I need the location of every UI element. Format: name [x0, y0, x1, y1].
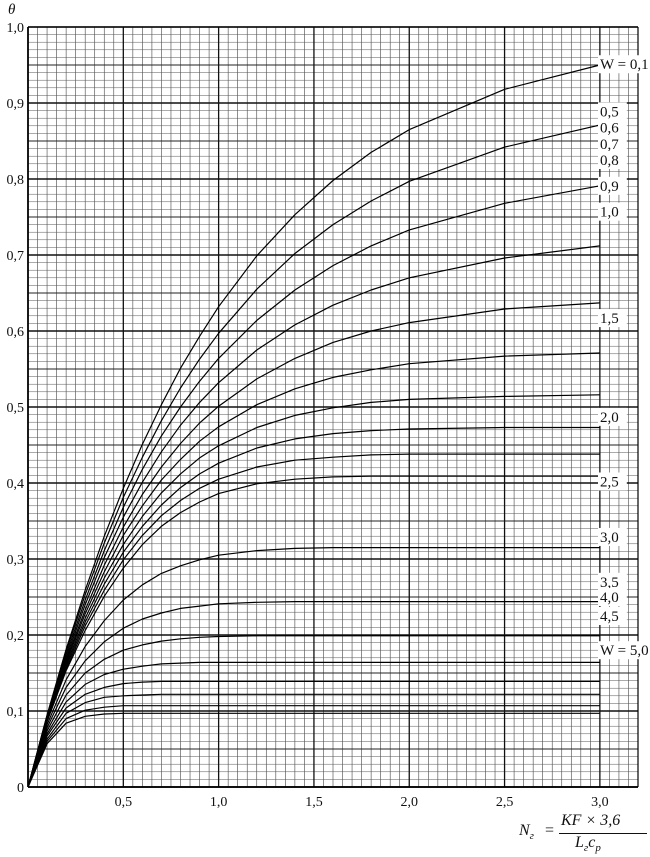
curve-label: 4,5 — [600, 609, 619, 625]
curve-8 — [27, 426, 600, 788]
x-tick-labels: 0,5 1,0 1,5 2,0 2,5 3,0 — [115, 795, 609, 810]
curve-label: 2,5 — [600, 474, 619, 490]
curve-label-bg — [598, 588, 627, 606]
curve-label-bg — [598, 135, 627, 154]
curve-4 — [27, 245, 600, 788]
curve-7 — [27, 394, 600, 788]
curve-label-bg — [598, 641, 650, 660]
x-axis-label-equals: = — [545, 822, 555, 839]
x-tick-label: 3,0 — [591, 795, 609, 810]
curve-label-bg — [598, 202, 627, 221]
curve-label: 0,6 — [600, 120, 619, 136]
y-tick-label: 0,5 — [7, 401, 25, 416]
y-tick-label: 0,8 — [7, 173, 25, 188]
curve-14 — [27, 661, 600, 788]
curve-label-bg — [598, 472, 627, 491]
curve-label-bg — [598, 309, 627, 328]
curve-label: 0,8 — [600, 153, 619, 169]
y-tick-label: 0,4 — [7, 477, 25, 492]
curve-label: 1,5 — [600, 311, 619, 327]
y-tick-label: 0,2 — [7, 629, 25, 644]
x-tick-label: 1,5 — [305, 795, 323, 810]
curve-label-bg — [598, 151, 627, 169]
curve-label-bg — [598, 55, 650, 74]
curve-label-bg — [598, 176, 627, 195]
curve-label-bg — [598, 572, 627, 591]
fraction-bar — [559, 833, 647, 834]
curve-label: 0,5 — [600, 104, 619, 120]
curve-label: 0,9 — [600, 179, 619, 195]
y-tick-label: 0 — [17, 781, 24, 796]
curve-3 — [27, 185, 601, 788]
x-tick-label: 2,0 — [401, 795, 419, 810]
axes — [27, 26, 639, 788]
curve-label-bg — [598, 118, 627, 137]
curve-label: 2,0 — [600, 410, 619, 426]
y-axis-label: θ — [8, 2, 16, 18]
curve-15 — [27, 680, 600, 788]
curve-17 — [27, 705, 600, 788]
curve-label-bg — [598, 407, 627, 426]
curve-6 — [27, 352, 600, 788]
x-tick-label: 0,5 — [115, 795, 133, 810]
y-tick-label: 0,9 — [7, 97, 25, 112]
x-axis-label: Nг = KF × 3,6 Lгcp — [515, 812, 650, 857]
y-tick-label: 0,6 — [7, 325, 25, 340]
curve-13 — [27, 635, 600, 788]
x-axis-label-numerator: KF × 3,6 — [561, 812, 621, 829]
curve-label-bg — [598, 102, 627, 121]
curve-label: W = 5,0 — [600, 643, 649, 659]
curve-label: 4,0 — [600, 590, 619, 606]
y-tick-label: 0,1 — [7, 705, 25, 720]
curve-9 — [27, 453, 600, 788]
curve-label: 1,0 — [600, 205, 619, 221]
y-tick-label: 1,0 — [7, 21, 25, 36]
curve-labels: W = 0,1 0,50,60,70,8 0,9 1,0 1,5 2,0 2,5 3,0 3,5… — [598, 55, 650, 660]
curve-11 — [27, 546, 600, 788]
y-tick-labels: 0 0,1 0,2 0,3 0,4 0,5 0,6 0,7 0,8 0,9 1,0 — [7, 21, 25, 796]
curves — [27, 64, 601, 788]
x-tick-label: 1,0 — [210, 795, 228, 810]
y-tick-label: 0,3 — [7, 553, 25, 568]
curve-label: W = 0,1 — [600, 57, 649, 73]
curve-16 — [27, 693, 600, 788]
curve-5 — [27, 302, 600, 788]
curve-label: 3,0 — [600, 530, 619, 546]
curve-10 — [27, 475, 600, 788]
curve-18 — [27, 712, 600, 788]
curve-label-bg — [598, 607, 627, 625]
curve-label: 0,7 — [600, 137, 619, 153]
x-axis-label-lhs: Nг — [519, 822, 534, 843]
y-tick-label: 0,7 — [7, 249, 25, 264]
curve-label-bg — [598, 527, 627, 546]
curve-12 — [27, 600, 600, 788]
x-axis-label-denominator: Lгcp — [575, 834, 601, 855]
curve-label: 3,5 — [600, 575, 619, 591]
curve-2 — [27, 124, 601, 788]
curve-1 — [27, 64, 601, 788]
x-tick-label: 2,5 — [496, 795, 514, 810]
